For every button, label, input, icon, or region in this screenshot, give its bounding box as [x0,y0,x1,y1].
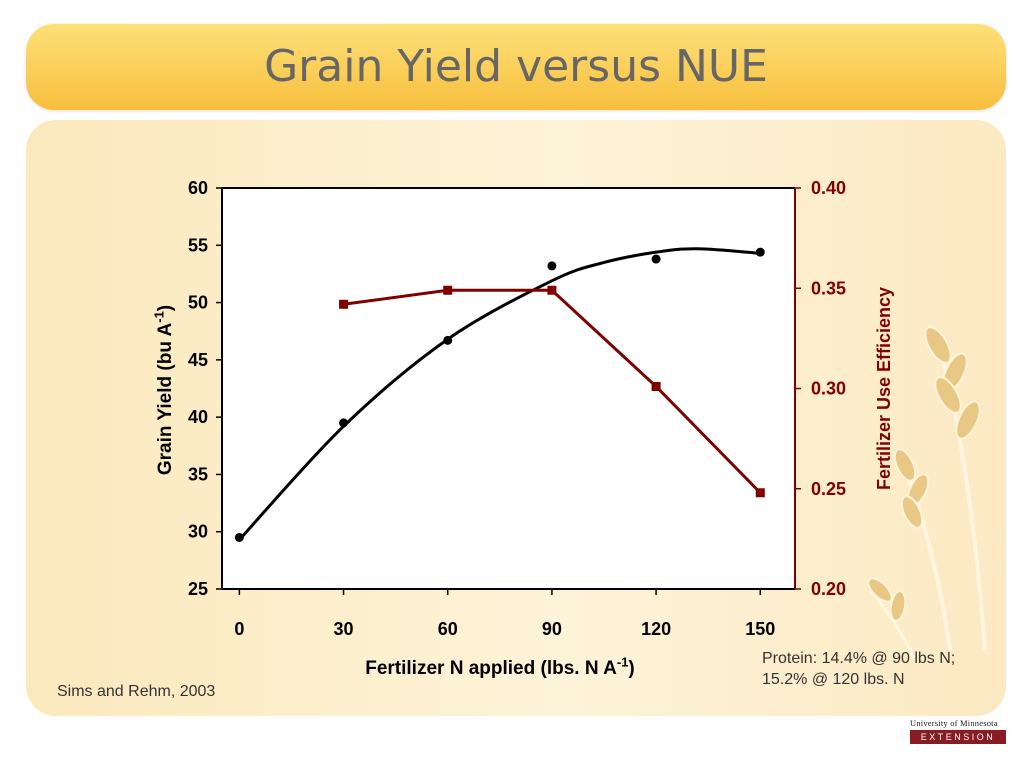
y-left-label-sup: -1 [151,311,167,323]
x-tick-label: 30 [334,619,354,639]
grain-yield-point [547,261,557,271]
y-right-tick-label: 0.30 [811,379,846,399]
x-axis-label: Fertilizer N applied (lbs. N A-1) [250,654,750,680]
y-left-label-end: ) [155,304,176,312]
grain-yield-point [755,247,765,257]
y-left-tick-label: 55 [188,235,208,255]
y-left-tick-label: 45 [188,350,208,370]
y-left-tick-label: 25 [188,579,208,599]
grain-yield-point [443,335,453,345]
y-left-tick-label: 40 [188,407,208,427]
x-axis-label-end: ) [628,658,635,679]
y-left-tick-label: 35 [188,464,208,484]
grain-yield-point [339,418,349,428]
title-banner: Grain Yield versus NUE [26,24,1006,110]
logo-university-text: University of Minnesota [910,718,998,728]
wheat-decoration [867,326,987,661]
plot-area [222,188,795,589]
x-tick-label: 0 [234,619,244,639]
y-right-tick-label: 0.40 [811,178,846,198]
y-right-tick-label: 0.25 [811,479,846,499]
source-citation: Sims and Rehm, 2003 [57,683,216,700]
protein-note-line1: Protein: 14.4% @ 90 lbs N; [762,650,956,667]
y-right-tick-label: 0.35 [811,278,846,298]
nue-point [443,285,453,295]
x-tick-label: 60 [438,619,458,639]
y-axis-left-label: Grain Yield (bu A-1) [151,230,177,550]
nue-point [339,299,349,309]
grain-yield-point [234,532,244,542]
slide-title: Grain Yield versus NUE [264,41,768,92]
y-left-label-main: Grain Yield (bu A [155,322,176,476]
y-left-tick-label: 60 [188,178,208,198]
extension-logo: University of Minnesota EXTENSION [910,718,1006,744]
protein-note: Protein: 14.4% @ 90 lbs N; 15.2% @ 120 l… [762,648,955,690]
grain-yield-point [651,254,661,264]
nue-point [755,488,765,498]
x-axis-label-main: Fertilizer N applied (lbs. N A [365,658,617,679]
nue-point [547,285,557,295]
y-left-tick-label: 50 [188,293,208,313]
y-left-tick-label: 30 [188,522,208,542]
nue-point [651,381,661,391]
grain-yield-fit-curve [238,247,761,541]
x-tick-label: 90 [542,619,562,639]
x-tick-label: 120 [641,619,671,639]
y-axis-right-label: Fertilizer Use Efficiency [874,287,894,490]
x-tick-label: 150 [745,619,775,639]
logo-extension-text: EXTENSION [910,730,1006,744]
protein-note-line2: 15.2% @ 120 lbs. N [762,671,905,688]
x-axis-label-sup: -1 [616,654,629,670]
y-right-tick-label: 0.20 [811,579,846,599]
